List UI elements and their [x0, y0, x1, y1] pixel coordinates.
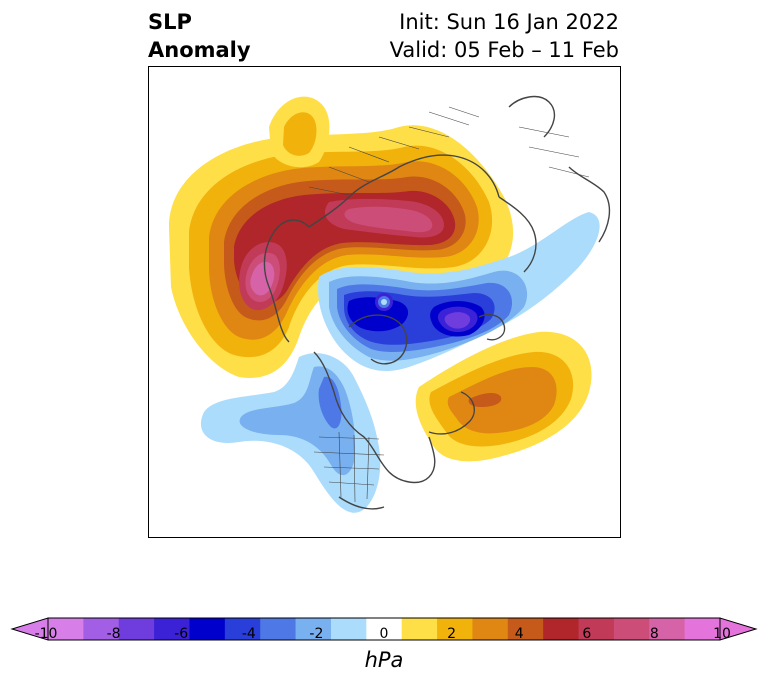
colorbar-segment — [295, 618, 332, 640]
colorbar-segment — [189, 618, 226, 640]
ridge-7 — [344, 206, 433, 233]
colorbar-segment — [578, 618, 615, 640]
colorbar — [10, 617, 758, 641]
colorbar-segment — [83, 618, 120, 640]
colorbar-tick-label: -6 — [174, 626, 189, 642]
title-left: SLP Anomaly — [148, 8, 251, 64]
colorbar-segment — [472, 618, 509, 640]
colorbar-segment — [224, 618, 261, 640]
colorbar-tick-label: 4 — [514, 626, 524, 642]
colorbar-tick-label: -8 — [106, 626, 121, 642]
colorbar-unit: hPa — [364, 648, 404, 672]
colorbar-segment — [118, 618, 155, 640]
colorbar-segment — [507, 618, 544, 640]
colorbar-tick-label: 10 — [713, 626, 731, 642]
anomaly-map — [148, 66, 621, 538]
atlantic-high-4 — [468, 393, 502, 407]
colorbar-tick-label: -10 — [34, 626, 58, 642]
map-svg — [149, 95, 611, 513]
colorbar-segment — [543, 618, 580, 640]
colorbar-tick-label: -2 — [309, 626, 324, 642]
colorbar-segment — [649, 618, 686, 640]
colorbar-segment — [260, 618, 297, 640]
colorbar-segment — [401, 618, 438, 640]
valid-range: Valid: 05 Feb – 11 Feb — [389, 38, 619, 62]
colorbar-segment — [330, 618, 367, 640]
init-date: Init: Sun 16 Jan 2022 — [399, 10, 619, 34]
borders — [308, 106, 590, 503]
colorbar-tick-label: 8 — [649, 626, 659, 642]
colorbar-segment — [366, 618, 403, 640]
colorbar-tick-label: -4 — [241, 626, 256, 642]
namerica-low-core — [318, 376, 342, 429]
colorbar-tick-label: 2 — [447, 626, 457, 642]
atlantic-high-3 — [447, 367, 557, 434]
title-anomaly: Anomaly — [148, 38, 251, 62]
colorbar-segment — [154, 618, 190, 640]
barents-low-7 — [444, 312, 471, 329]
arctic-low-5 — [347, 297, 409, 332]
colorbar-segment — [48, 618, 84, 640]
scandinavia-high-inner — [283, 112, 317, 156]
colorbar-tick-label: 6 — [582, 626, 592, 642]
title-right: Init: Sun 16 Jan 2022 Valid: 05 Feb – 11… — [390, 8, 619, 64]
colorbar-segment — [613, 618, 650, 640]
colorbar-tick-label: 0 — [379, 626, 389, 642]
map-edge-gap — [149, 285, 159, 321]
colorbar-segment — [437, 618, 473, 640]
arctic-low-core-inner — [381, 299, 387, 305]
title-variable: SLP — [148, 10, 192, 34]
colorbar-segment — [684, 618, 721, 640]
colorbar-frame — [47, 617, 721, 641]
